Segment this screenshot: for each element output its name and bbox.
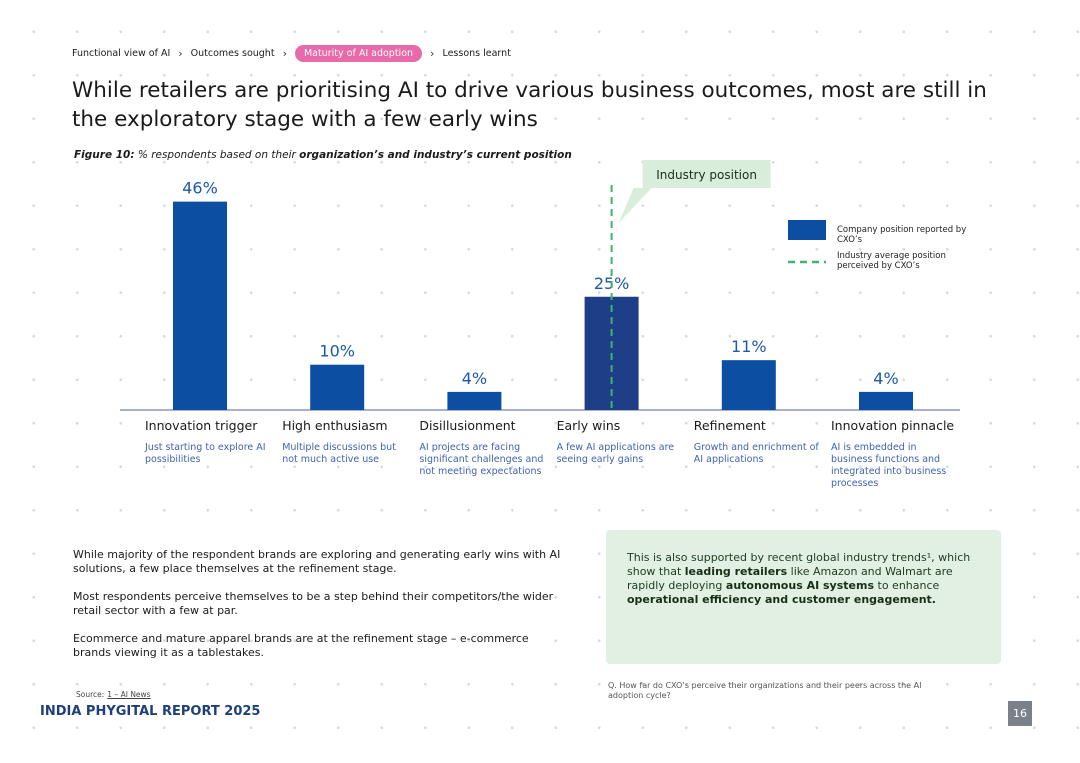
question: Q. How far do CXO’s perceive their organ… [608,681,922,700]
callout-segment: leading retailers [684,565,788,578]
legend-label: Industry average position perceived by C… [837,251,946,271]
crumb-separator: › [430,47,435,60]
category-label: Innovation pinnacle [831,418,955,433]
callout-segment: like Amazon and Walmart are rapidly depl… [627,565,953,592]
value-label: 46% [182,179,218,198]
bar [447,391,502,410]
value-label: 10% [319,342,355,361]
category-description: Multiple discussions but not much active… [282,442,396,465]
breadcrumb-item[interactable]: Functional view of AI [72,48,171,59]
bar [859,391,913,410]
category-description: AI is embedded in business functions and… [831,442,947,489]
bar [721,360,776,410]
callout-text: This is also supported by recent global … [627,551,982,607]
category-description: A few AI applications are seeing early g… [556,442,675,465]
figure-label: Figure 10: [74,149,135,161]
figure-caption: Figure 10: % respondents based on their … [74,149,572,161]
value-label: 11% [731,337,767,356]
caption-bold: organization’s and industry’s current po… [299,149,572,161]
category-label: Disillusionment [419,418,516,433]
page-number: 16 [1008,701,1032,726]
source: Source: 1 – AI News [76,690,151,699]
source-label: Source: [76,690,105,699]
bar [310,364,365,410]
category-label: Refinement [693,418,766,433]
paragraph: While majority of the respondent brands … [73,548,561,575]
value-label: 4% [873,369,898,388]
legend-label: Company position reported by CXO’s [837,225,967,245]
breadcrumb-item[interactable]: Outcomes sought [190,48,275,59]
breadcrumb-item[interactable]: Maturity of AI adoption [294,45,423,62]
category-description: Just starting to explore AI possibilitie… [145,442,266,465]
value-label: 4% [462,369,487,388]
crumb-separator: › [178,47,183,60]
callout-segment: to enhance [874,579,940,592]
paragraph: Ecommerce and mature apparel brands are … [73,632,529,659]
legend-swatch [788,220,826,240]
industry-callout [618,160,771,223]
category-label: High enthusiasm [282,418,388,433]
category-description: Growth and enrichment of AI applications [693,442,819,465]
source-link[interactable]: 1 – AI News [107,690,151,699]
breadcrumb: Functional view of AI › Outcomes sought › Ma… [72,45,511,62]
callout-segment: operational efficiency and customer enga… [627,593,936,606]
body-text: While majority of the respondent brands … [73,548,563,674]
industry-label: Industry position [656,168,757,182]
heading: While retailers are prioritising AI to d… [72,78,987,132]
breadcrumb-item[interactable]: Lessons learnt [442,48,511,59]
category-label: Early wins [556,418,621,433]
footer: INDIA PHYGITAL REPORT 2025 [40,704,261,719]
crumb-separator: › [282,47,287,60]
callout-box [606,530,1001,664]
bar [173,201,227,410]
category-description: AI projects are facing significant chall… [419,442,544,477]
callout-segment: This is also supported by recent global … [627,551,971,578]
caption-text: % respondents based on their [137,149,296,161]
callout-segment: autonomous AI systems [725,579,875,592]
paragraph: Most respondents perceive themselves to … [73,590,554,617]
category-label: Innovation trigger [145,418,258,433]
